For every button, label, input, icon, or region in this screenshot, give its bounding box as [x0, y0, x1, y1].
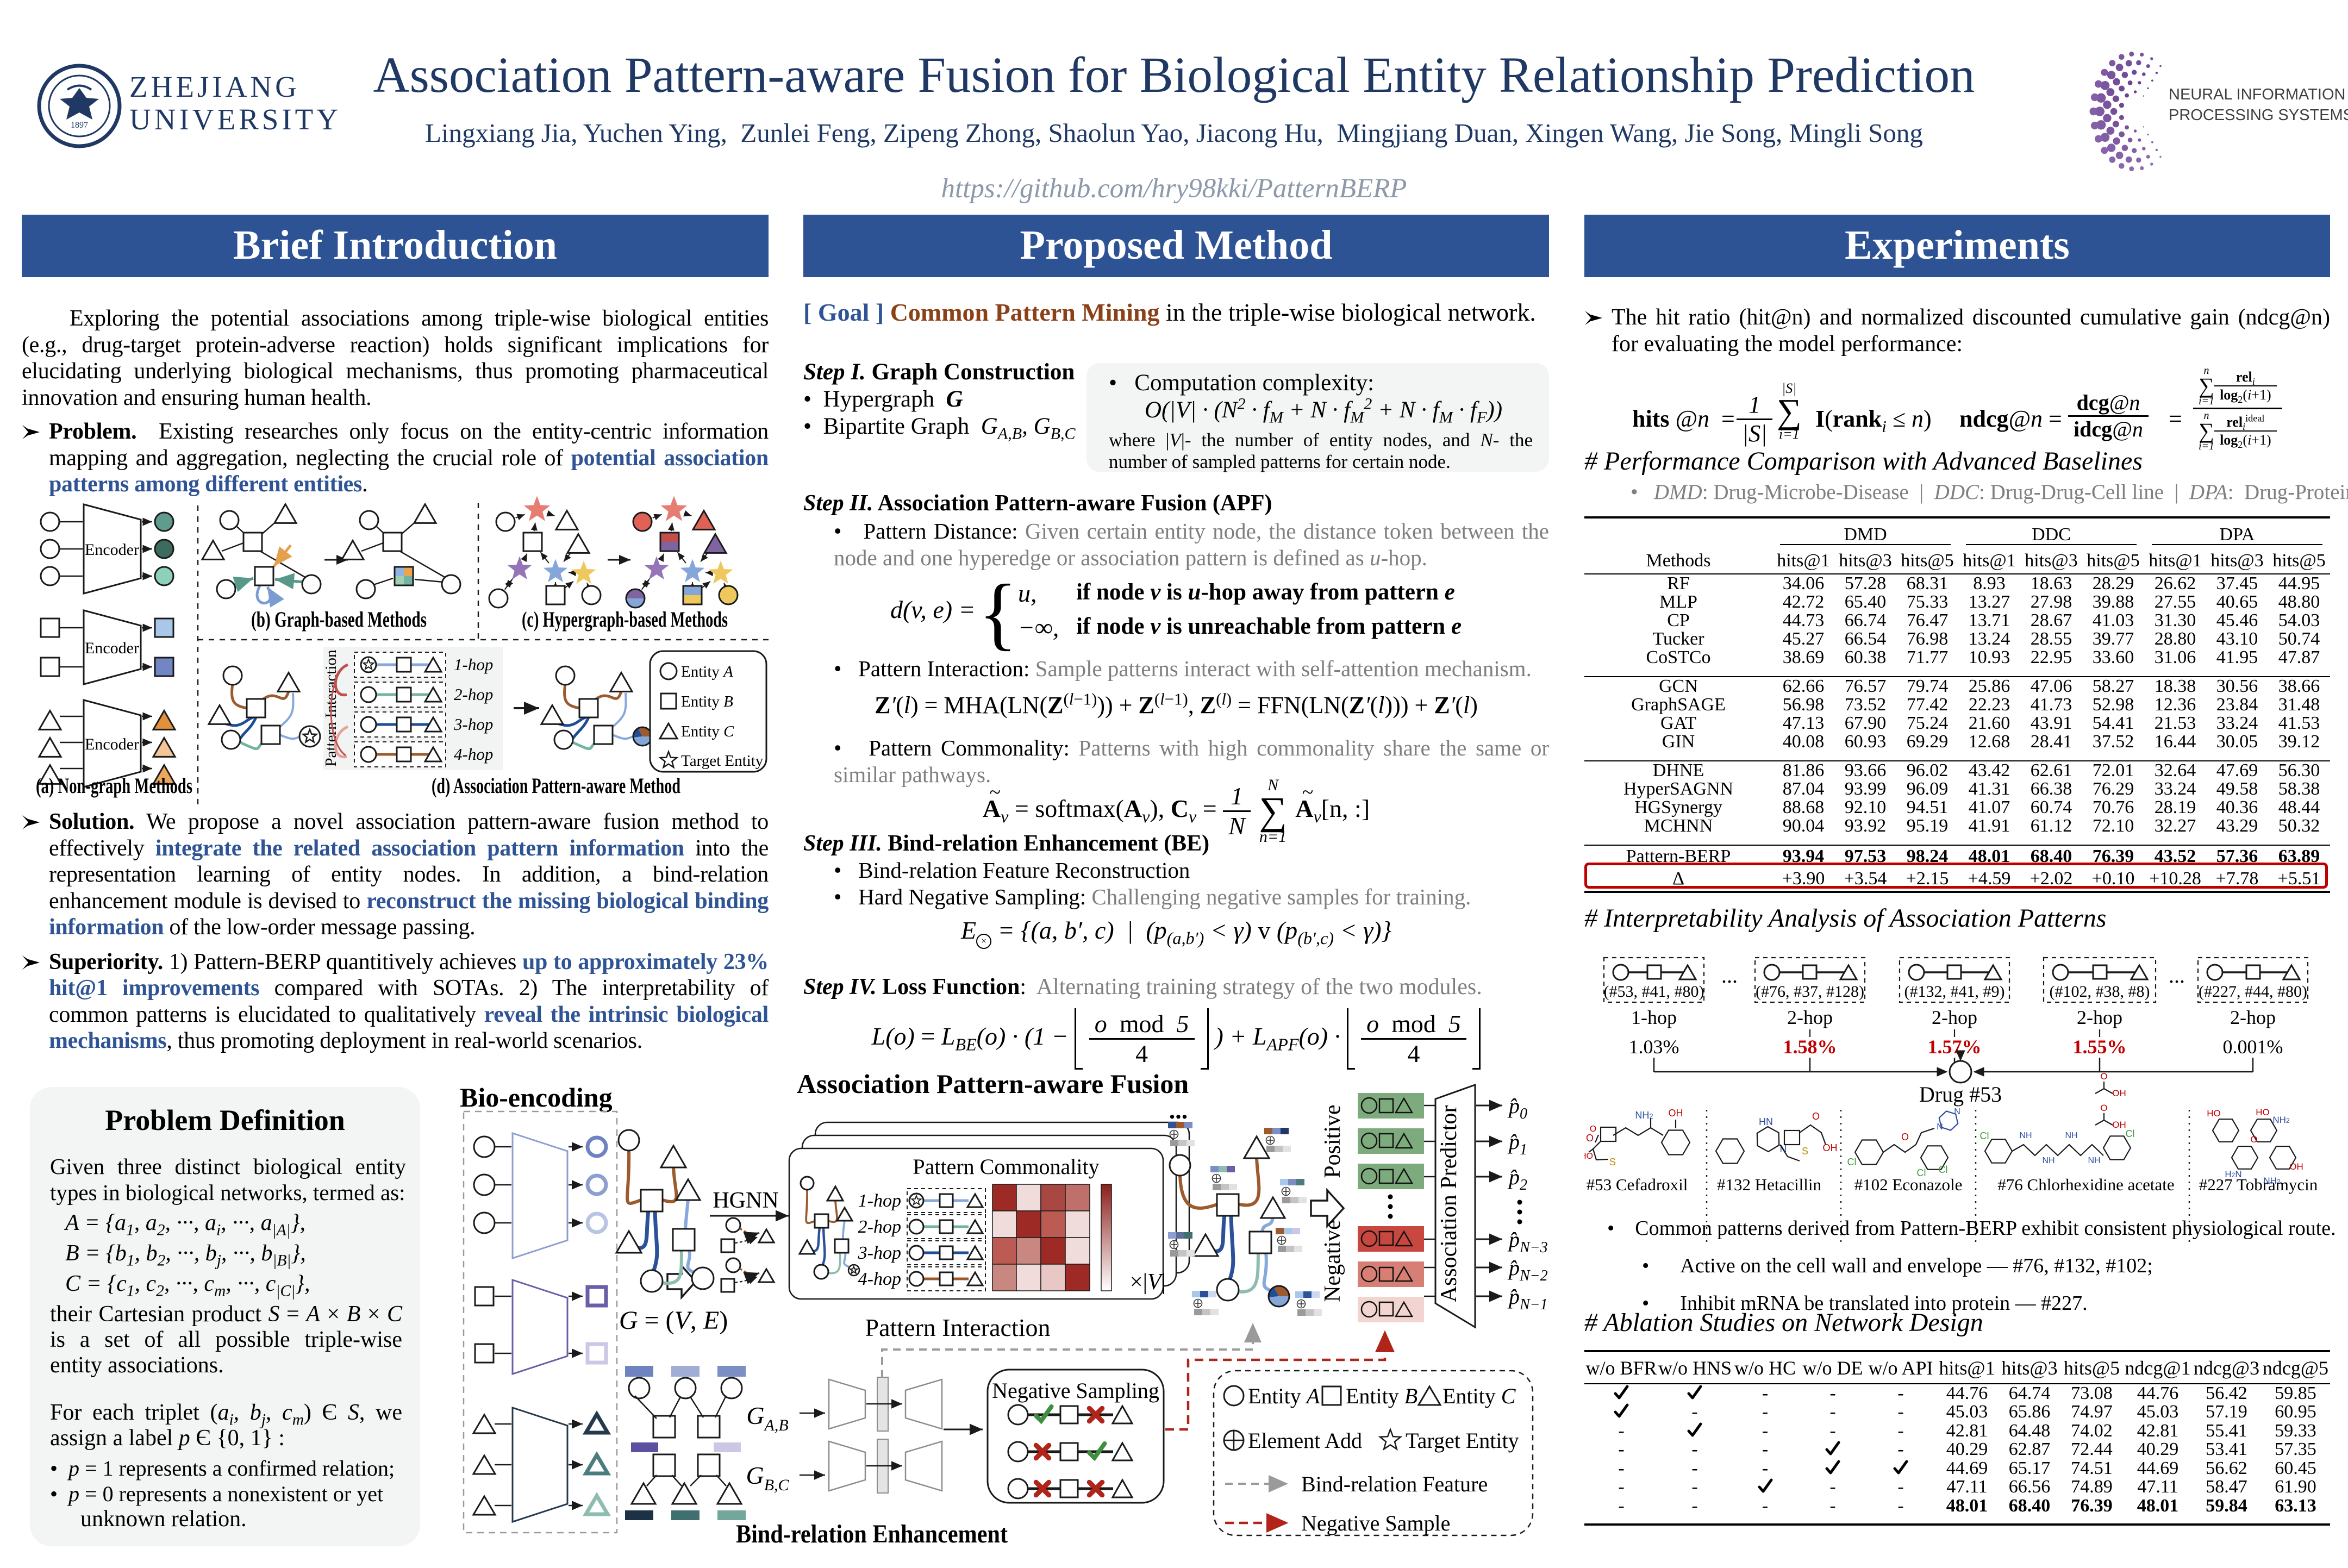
- svg-text:Cl: Cl: [1847, 1157, 1857, 1167]
- svg-text:(c) Hypergraph-based Methods: (c) Hypergraph-based Methods: [522, 607, 728, 632]
- svg-text:OH: OH: [1669, 1108, 1683, 1119]
- svg-text:Entity B: Entity B: [681, 693, 733, 710]
- svg-text:NH: NH: [2042, 1156, 2054, 1165]
- svg-text:2-hop: 2-hop: [2077, 1007, 2122, 1028]
- svg-text:#53 Cefadroxil: #53 Cefadroxil: [1587, 1175, 1688, 1194]
- svg-text:#76 Chlorhexidine acetate: #76 Chlorhexidine acetate: [1997, 1175, 2174, 1194]
- svg-text:Negative Sampling: Negative Sampling: [992, 1378, 1159, 1403]
- svg-text:O: O: [2100, 1103, 2107, 1113]
- svg-text:Drug #53: Drug #53: [1919, 1082, 2002, 1107]
- svg-text:O: O: [1812, 1111, 1820, 1122]
- svg-text:#102 Econazole: #102 Econazole: [1854, 1175, 1963, 1194]
- svg-text:G = (V, E): G = (V, E): [619, 1306, 728, 1335]
- svg-text:Cl: Cl: [2126, 1128, 2135, 1139]
- svg-text:...: ...: [2169, 963, 2185, 988]
- svg-text:0.001%: 0.001%: [2223, 1036, 2283, 1058]
- svg-text:4-hop: 4-hop: [858, 1269, 901, 1289]
- svg-text:NH2: NH2: [2272, 1115, 2290, 1125]
- svg-text:2-hop: 2-hop: [1787, 1007, 1833, 1028]
- svg-text:(#53, #41, #80): (#53, #41, #80): [1604, 983, 1704, 1001]
- svg-text:GB,C: GB,C: [746, 1461, 789, 1494]
- svg-text:p̂N−3: p̂N−3: [1507, 1227, 1548, 1256]
- svg-text:×|V|: ×|V|: [1130, 1270, 1166, 1295]
- svg-text:Cl: Cl: [1980, 1130, 1989, 1141]
- svg-text:...: ...: [1721, 963, 1738, 988]
- svg-text:Entity C: Entity C: [1442, 1384, 1516, 1408]
- svg-text:HO: HO: [2207, 1108, 2221, 1119]
- svg-text:Negative Sample: Negative Sample: [1301, 1511, 1450, 1535]
- svg-text:#227 Tobramycin: #227 Tobramycin: [2199, 1175, 2318, 1194]
- svg-text:Target Entity: Target Entity: [1406, 1428, 1519, 1453]
- svg-text:N: N: [1954, 1107, 1960, 1116]
- svg-text:1.58%: 1.58%: [1783, 1036, 1837, 1058]
- svg-text:Element Add: Element Add: [1248, 1428, 1362, 1453]
- svg-text:(a) Non-graph Methods: (a) Non-graph Methods: [36, 773, 192, 798]
- svg-text:Entity C: Entity C: [681, 723, 734, 740]
- svg-text:1.03%: 1.03%: [1629, 1036, 1679, 1058]
- svg-text:(b) Graph-based Methods: (b) Graph-based Methods: [251, 607, 427, 632]
- svg-text:Cl: Cl: [1939, 1164, 1948, 1175]
- svg-text:(#227, #44, #80): (#227, #44, #80): [2199, 983, 2307, 1001]
- svg-text:Pattern Commonality: Pattern Commonality: [913, 1154, 1099, 1179]
- svg-text:O: O: [1590, 1125, 1596, 1134]
- svg-text:p̂N−2: p̂N−2: [1507, 1255, 1548, 1284]
- svg-text:(#76, #37, #128): (#76, #37, #128): [1756, 983, 1864, 1001]
- svg-text:HO: HO: [1584, 1152, 1593, 1161]
- svg-text:1-hop: 1-hop: [858, 1191, 901, 1211]
- svg-text:HGNN: HGNN: [713, 1188, 778, 1213]
- svg-text:Entity B: Entity B: [1346, 1384, 1417, 1408]
- svg-text:Negative: Negative: [1320, 1220, 1345, 1302]
- svg-text:NH: NH: [2088, 1156, 2100, 1165]
- svg-text:(d) Association Pattern-aware: (d) Association Pattern-aware Method: [432, 773, 680, 798]
- svg-text:O: O: [1901, 1132, 1909, 1142]
- svg-text:Bind-relation Feature: Bind-relation Feature: [1301, 1472, 1488, 1496]
- svg-text:Target Entity: Target Entity: [681, 752, 764, 770]
- svg-text:Association Predictor: Association Predictor: [1437, 1105, 1462, 1303]
- svg-text:4-hop: 4-hop: [454, 745, 493, 764]
- svg-text:N: N: [1937, 1122, 1943, 1132]
- svg-text:S: S: [1609, 1157, 1616, 1167]
- svg-text:O: O: [1586, 1133, 1594, 1144]
- svg-text:1-hop: 1-hop: [454, 655, 493, 674]
- svg-text:1-hop: 1-hop: [1631, 1007, 1677, 1028]
- svg-text:Pattern Interaction: Pattern Interaction: [865, 1314, 1050, 1341]
- svg-text:NH: NH: [2019, 1131, 2032, 1140]
- svg-text:O: O: [2250, 1134, 2257, 1145]
- svg-text:1.57%: 1.57%: [1928, 1036, 1982, 1058]
- svg-text:Entity A: Entity A: [1248, 1384, 1320, 1408]
- svg-text:(#132, #41, #9): (#132, #41, #9): [1904, 983, 2005, 1001]
- svg-text:p̂0: p̂0: [1507, 1094, 1527, 1122]
- svg-text:OH: OH: [2112, 1088, 2126, 1098]
- svg-text:2-hop: 2-hop: [1932, 1007, 1977, 1028]
- svg-text:...: ...: [1169, 1096, 1188, 1124]
- svg-text:1.55%: 1.55%: [2073, 1036, 2127, 1058]
- svg-text:2-hop: 2-hop: [2230, 1007, 2276, 1028]
- svg-text:Encoder: Encoder: [85, 541, 139, 559]
- svg-text:OH: OH: [2289, 1161, 2303, 1172]
- svg-text:O: O: [2100, 1071, 2107, 1082]
- svg-text:S: S: [1802, 1146, 1808, 1157]
- svg-text:OH: OH: [2112, 1120, 2126, 1130]
- svg-text:p̂1: p̂1: [1507, 1129, 1527, 1158]
- svg-text:2-hop: 2-hop: [858, 1217, 901, 1237]
- svg-text:GA,B: GA,B: [746, 1402, 788, 1434]
- svg-text:Encoder: Encoder: [85, 639, 139, 657]
- svg-text:Positive: Positive: [1320, 1104, 1345, 1178]
- svg-text:p̂N−1: p̂N−1: [1507, 1284, 1548, 1313]
- svg-text:#132 Hetacillin: #132 Hetacillin: [1717, 1175, 1821, 1194]
- svg-text:2-hop: 2-hop: [454, 685, 493, 704]
- svg-text:HN: HN: [1759, 1116, 1773, 1127]
- svg-text:NH: NH: [2065, 1131, 2077, 1140]
- svg-text:Encoder: Encoder: [85, 735, 139, 753]
- svg-text:p̂2: p̂2: [1507, 1165, 1527, 1194]
- svg-text:Bind-relation Enhancement: Bind-relation Enhancement: [736, 1520, 1008, 1548]
- svg-text:3-hop: 3-hop: [453, 715, 493, 734]
- svg-text:(#102, #38, #8): (#102, #38, #8): [2050, 983, 2150, 1001]
- svg-text:3-hop: 3-hop: [858, 1243, 901, 1263]
- svg-text:Entity A: Entity A: [681, 663, 733, 680]
- svg-text:HO: HO: [2256, 1107, 2270, 1117]
- svg-text:OH: OH: [1823, 1142, 1838, 1153]
